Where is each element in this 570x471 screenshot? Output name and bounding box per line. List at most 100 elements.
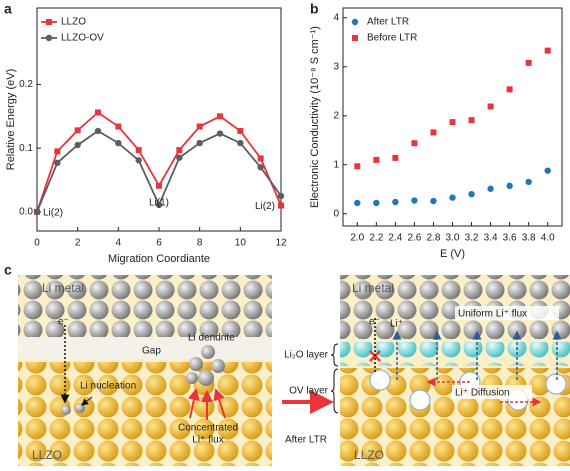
- label: Concentrated: [178, 423, 238, 434]
- y-tick-label: 3: [333, 61, 339, 72]
- marker: [506, 86, 513, 93]
- label-bg: [455, 306, 559, 320]
- legend-label: LLZO-OV: [61, 33, 104, 44]
- x-tick-label: 8: [197, 238, 203, 249]
- label: Uniform Li⁺ flux: [458, 309, 527, 320]
- marker: [257, 155, 264, 162]
- label: Li⁺ flux: [192, 435, 223, 446]
- diffusion-arrows: [426, 377, 542, 407]
- x-tick-label: 2.6: [407, 233, 421, 244]
- marker: [354, 163, 361, 170]
- marker: [216, 130, 224, 137]
- marker: [54, 148, 61, 155]
- marker: [411, 140, 418, 147]
- annotation: Li(1): [149, 197, 169, 208]
- marker: [430, 197, 437, 205]
- marker: [176, 154, 183, 161]
- y-tick-label: 0.2: [19, 79, 33, 90]
- marker: [115, 123, 122, 130]
- marker: [392, 198, 399, 206]
- marker: [468, 190, 475, 198]
- marker: [468, 117, 475, 124]
- marker: [155, 201, 163, 209]
- x-tick-label: 2.8: [427, 233, 441, 244]
- x-axis-label: Migration Coordiante: [108, 253, 210, 265]
- li-metal: [18, 275, 272, 337]
- label: After LTR: [285, 435, 327, 446]
- y-tick-label: 0.0: [19, 207, 33, 218]
- marker: [278, 202, 284, 209]
- panel-label: c: [4, 262, 12, 278]
- uniform-arrows: [392, 330, 562, 380]
- marker: [54, 159, 61, 167]
- marker: [449, 194, 456, 201]
- panel-label: b: [310, 1, 319, 17]
- x-tick-label: 3.2: [465, 233, 479, 244]
- marker: [411, 197, 418, 204]
- panel-label: a: [4, 1, 12, 17]
- marker: [392, 154, 399, 161]
- brace: [330, 343, 339, 367]
- annotation: Li(2): [255, 201, 275, 212]
- x-axis-label: E (V): [440, 248, 465, 260]
- dendrite: [61, 345, 225, 415]
- marker: [176, 147, 183, 154]
- marker: [544, 47, 551, 54]
- marker: [487, 103, 494, 110]
- marker: [544, 167, 551, 174]
- marker: [94, 127, 102, 135]
- flux-arrows: [188, 388, 226, 420]
- x-tick-label: 2: [75, 238, 81, 249]
- x-tick-label: 0: [34, 238, 40, 249]
- y-axis-label: Relative Energy (eV): [5, 69, 17, 171]
- y-tick-label: 1: [333, 159, 339, 170]
- legend-label: Before LTR: [367, 33, 417, 44]
- label: Gap: [142, 346, 161, 357]
- diagram: c Li metal e⁻ Gap Li dendrite Li nucleat…: [4, 262, 570, 466]
- annotation: Li(2): [43, 208, 63, 219]
- marker: [196, 123, 203, 130]
- marker: [257, 164, 264, 171]
- marker: [33, 208, 41, 216]
- marker: [95, 109, 101, 116]
- marker: [373, 199, 380, 207]
- marker: [217, 113, 223, 120]
- label-bg: [452, 385, 532, 399]
- y-tick-label: 4: [333, 12, 339, 23]
- marker: [237, 127, 244, 134]
- label: Li dendrite: [188, 333, 235, 344]
- label: LLZO: [354, 448, 384, 462]
- y-axis-label: Electronic Conductivity (10⁻⁸ S cm⁻¹): [309, 26, 321, 208]
- marker: [135, 147, 142, 154]
- x-tick-label: 6: [156, 238, 162, 249]
- llzo: [18, 362, 272, 466]
- label: Li₂O layer: [284, 350, 329, 361]
- x-tick-label: 4: [116, 238, 122, 249]
- legend-marker: [45, 34, 53, 42]
- marker: [74, 127, 81, 134]
- y-tick-label: 0.1: [19, 143, 33, 154]
- marker: [354, 199, 361, 207]
- x-tick-label: 3.4: [484, 233, 498, 244]
- legend-marker: [46, 19, 52, 25]
- marker: [156, 182, 162, 189]
- x-tick-label: 2.0: [350, 233, 364, 244]
- legend-marker: [351, 18, 359, 26]
- marker: [449, 119, 456, 126]
- marker: [277, 192, 285, 200]
- legend-label: LLZO: [61, 17, 86, 28]
- x-tick-label: 10: [235, 238, 247, 249]
- x-tick-label: 3.8: [522, 233, 536, 244]
- label: e⁻: [369, 317, 380, 328]
- marker: [237, 139, 244, 147]
- brace: [330, 368, 339, 414]
- label: LLZO: [32, 448, 62, 462]
- label: e⁻: [58, 317, 69, 328]
- x-tick-label: 2.4: [388, 233, 402, 244]
- marker: [373, 156, 380, 163]
- x-tick-label: 12: [275, 238, 287, 249]
- marker: [74, 141, 81, 149]
- x-tick-label: 3.6: [503, 233, 517, 244]
- label: Li metal: [42, 281, 84, 295]
